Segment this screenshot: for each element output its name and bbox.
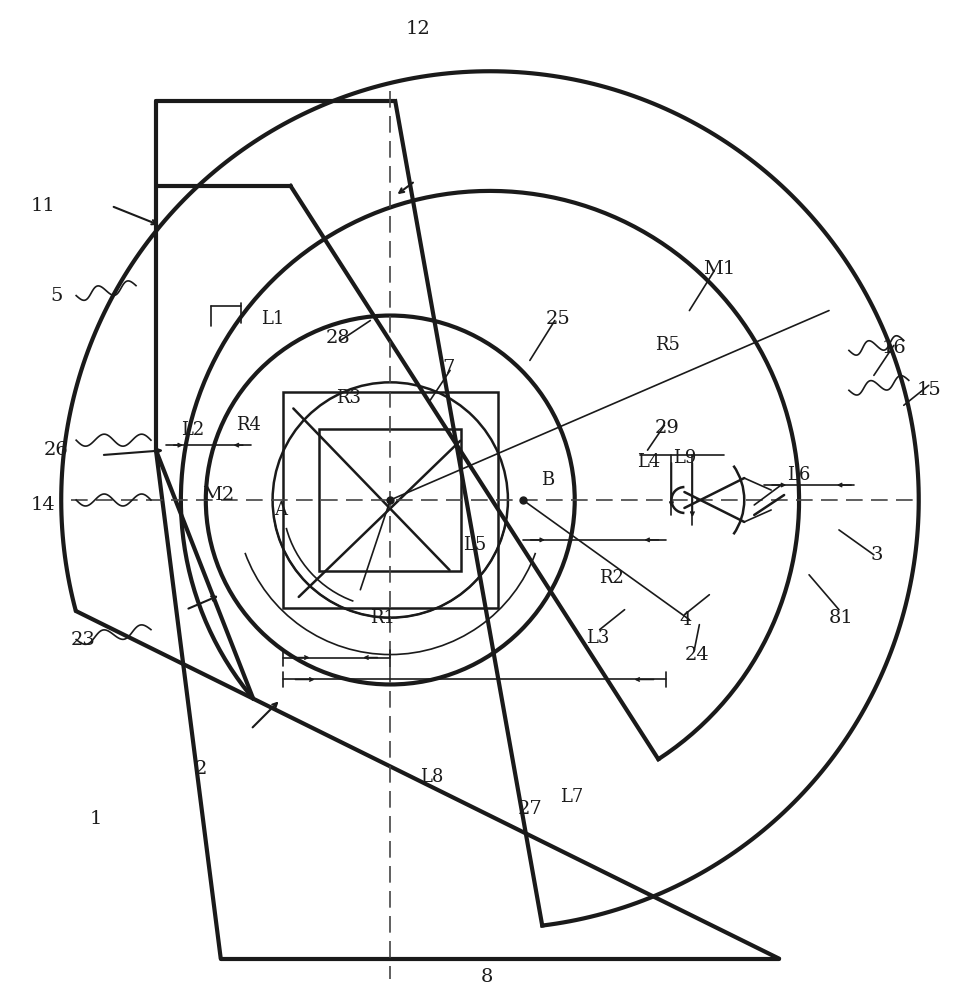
Text: 14: 14 bbox=[31, 496, 56, 514]
Text: R2: R2 bbox=[599, 569, 624, 587]
Text: 28: 28 bbox=[326, 329, 351, 347]
Text: L7: L7 bbox=[560, 788, 584, 806]
Text: L1: L1 bbox=[261, 310, 285, 328]
Text: R4: R4 bbox=[236, 416, 262, 434]
Text: 23: 23 bbox=[70, 631, 96, 649]
Text: 81: 81 bbox=[829, 609, 853, 627]
Text: L2: L2 bbox=[181, 421, 205, 439]
Text: A: A bbox=[274, 501, 287, 519]
Text: R3: R3 bbox=[336, 389, 361, 407]
Text: 27: 27 bbox=[517, 800, 542, 818]
Text: R5: R5 bbox=[655, 336, 680, 354]
Text: R1: R1 bbox=[370, 609, 395, 627]
Bar bbox=[319, 429, 461, 571]
Text: 2: 2 bbox=[195, 760, 207, 778]
Text: 1: 1 bbox=[90, 810, 102, 828]
Text: 5: 5 bbox=[50, 287, 63, 305]
Text: 26: 26 bbox=[43, 441, 69, 459]
Text: 4: 4 bbox=[679, 611, 692, 629]
Text: 12: 12 bbox=[406, 20, 430, 38]
Text: 16: 16 bbox=[881, 339, 906, 357]
Bar bbox=[283, 392, 498, 608]
Text: 15: 15 bbox=[917, 381, 941, 399]
Text: L3: L3 bbox=[586, 629, 609, 647]
Text: B: B bbox=[541, 471, 555, 489]
Text: 8: 8 bbox=[481, 968, 493, 986]
Text: L9: L9 bbox=[673, 449, 696, 467]
Text: 7: 7 bbox=[442, 359, 455, 377]
Text: 24: 24 bbox=[685, 646, 709, 664]
Text: M1: M1 bbox=[703, 260, 735, 278]
Text: 11: 11 bbox=[31, 197, 56, 215]
Text: 25: 25 bbox=[545, 310, 570, 328]
Text: 29: 29 bbox=[655, 419, 680, 437]
Text: L5: L5 bbox=[463, 536, 486, 554]
Text: L8: L8 bbox=[421, 768, 444, 786]
Text: L4: L4 bbox=[637, 453, 660, 471]
Text: L6: L6 bbox=[787, 466, 811, 484]
Text: 3: 3 bbox=[870, 546, 883, 564]
Text: M2: M2 bbox=[202, 486, 234, 504]
